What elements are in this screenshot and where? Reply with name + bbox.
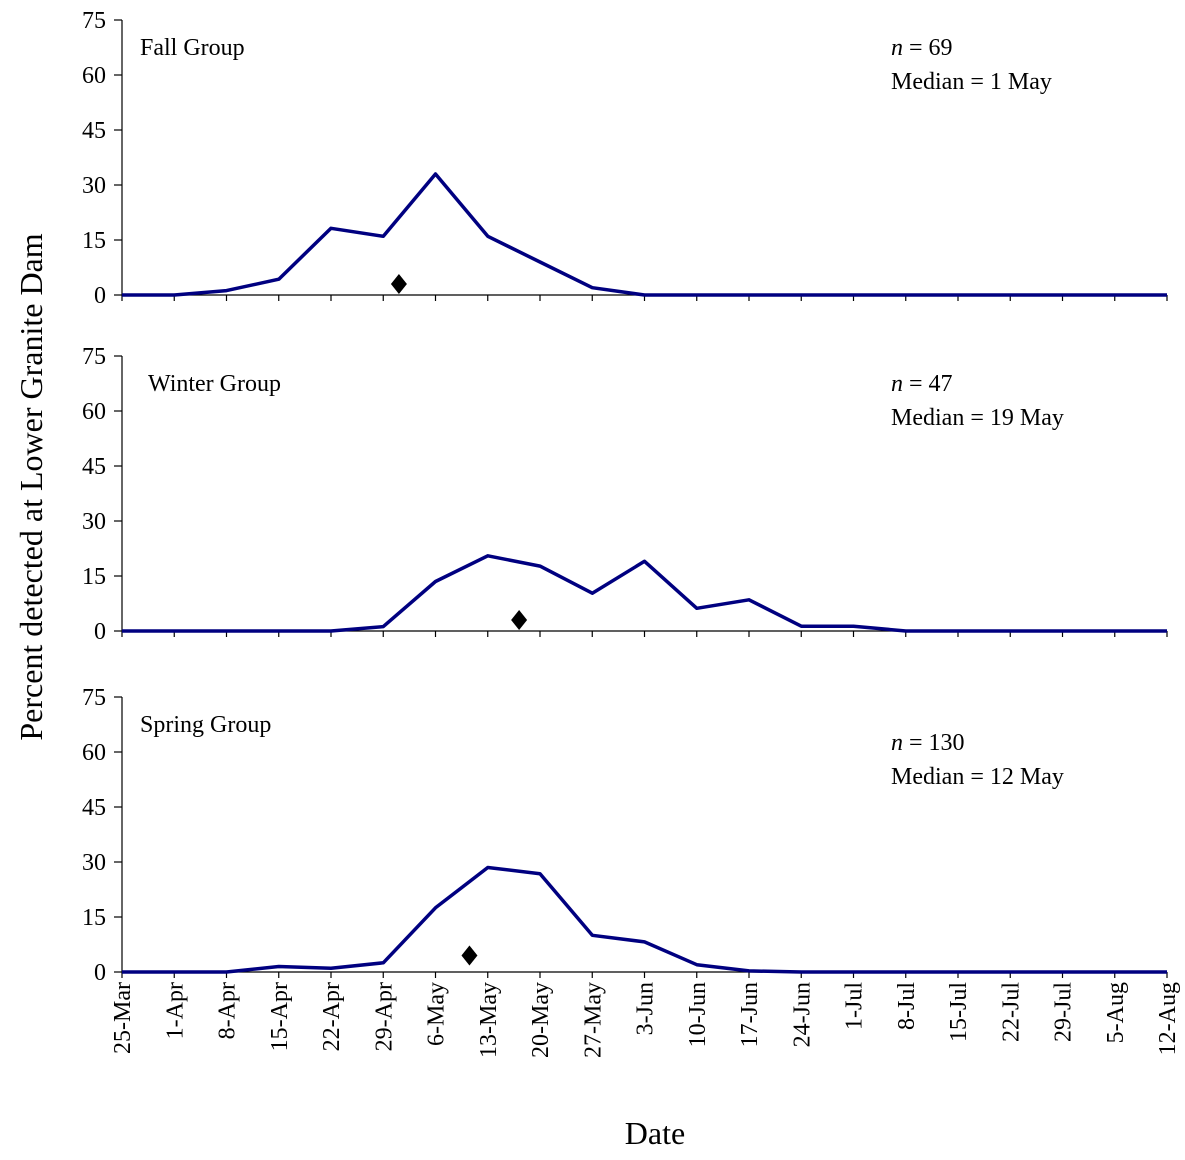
n-value: = 130 (903, 730, 965, 756)
x-tick-label: 22-Apr (319, 982, 345, 1051)
y-axis-title: Percent detected at Lower Granite Dam (13, 233, 49, 740)
x-tick-label: 1-Jul (842, 982, 868, 1030)
n-annotation: n = 47 (891, 371, 953, 397)
median-annotation: Median = 12 May (891, 764, 1064, 790)
median-annotation: Median = 19 May (891, 405, 1064, 431)
x-tick-label: 15-Apr (267, 982, 293, 1051)
y-tick-label: 0 (94, 619, 106, 645)
x-axis-title: Date (625, 1115, 685, 1151)
y-tick-label: 15 (82, 228, 106, 254)
y-tick-label: 60 (82, 399, 106, 425)
x-tick-label: 5-Aug (1103, 982, 1129, 1043)
panel-title: Spring Group (140, 712, 271, 738)
y-tick-label: 75 (82, 344, 106, 370)
y-tick-label: 60 (82, 63, 106, 89)
series-line (122, 172, 1167, 297)
y-tick-label: 30 (82, 173, 106, 199)
x-tick-label: 24-Jun (789, 982, 815, 1047)
n-annotation: n = 69 (891, 35, 953, 61)
n-label: n (891, 371, 903, 397)
y-tick-label: 0 (94, 960, 106, 986)
x-tick-label: 27-May (580, 982, 606, 1058)
x-tick-label: 10-Jun (685, 982, 711, 1047)
x-tick-label: 20-May (528, 982, 554, 1058)
median-marker (511, 610, 528, 630)
median-annotation: Median = 1 May (891, 69, 1052, 95)
series-line (122, 554, 1167, 633)
y-tick-label: 60 (82, 740, 106, 766)
x-tick-label: 29-Apr (371, 982, 397, 1051)
x-tick-label: 1-Apr (162, 982, 188, 1039)
n-value: = 47 (903, 371, 953, 397)
x-tick-label: 8-Jul (894, 982, 920, 1030)
y-tick-label: 0 (94, 283, 106, 309)
y-tick-label: 45 (82, 795, 106, 821)
panel-title: Winter Group (148, 371, 281, 397)
x-tick-label: 6-May (424, 982, 450, 1046)
n-value: = 69 (903, 35, 953, 61)
n-label: n (891, 730, 903, 756)
x-tick-label: 15-Jul (946, 982, 972, 1042)
x-tick-label: 25-Mar (110, 982, 136, 1054)
y-tick-label: 75 (82, 685, 106, 711)
y-tick-label: 30 (82, 850, 106, 876)
y-tick-label: 45 (82, 454, 106, 480)
median-marker (461, 945, 478, 966)
y-tick-label: 30 (82, 509, 106, 535)
x-tick-label: 8-Apr (215, 982, 241, 1039)
y-tick-label: 45 (82, 118, 106, 144)
median-marker (390, 274, 407, 294)
y-tick-label: 75 (82, 8, 106, 34)
x-tick-label: 17-Jun (737, 982, 763, 1047)
n-label: n (891, 35, 903, 61)
panel-title: Fall Group (140, 35, 245, 61)
x-tick-label: 22-Jul (998, 982, 1024, 1042)
x-tick-label: 12-Aug (1155, 982, 1181, 1055)
n-annotation: n = 130 (891, 730, 965, 756)
y-tick-label: 15 (82, 564, 106, 590)
series-line (122, 865, 1167, 974)
y-tick-label: 15 (82, 905, 106, 931)
x-tick-label: 29-Jul (1051, 982, 1077, 1042)
x-tick-label: 3-Jun (633, 982, 659, 1035)
x-tick-label: 13-May (476, 982, 502, 1058)
